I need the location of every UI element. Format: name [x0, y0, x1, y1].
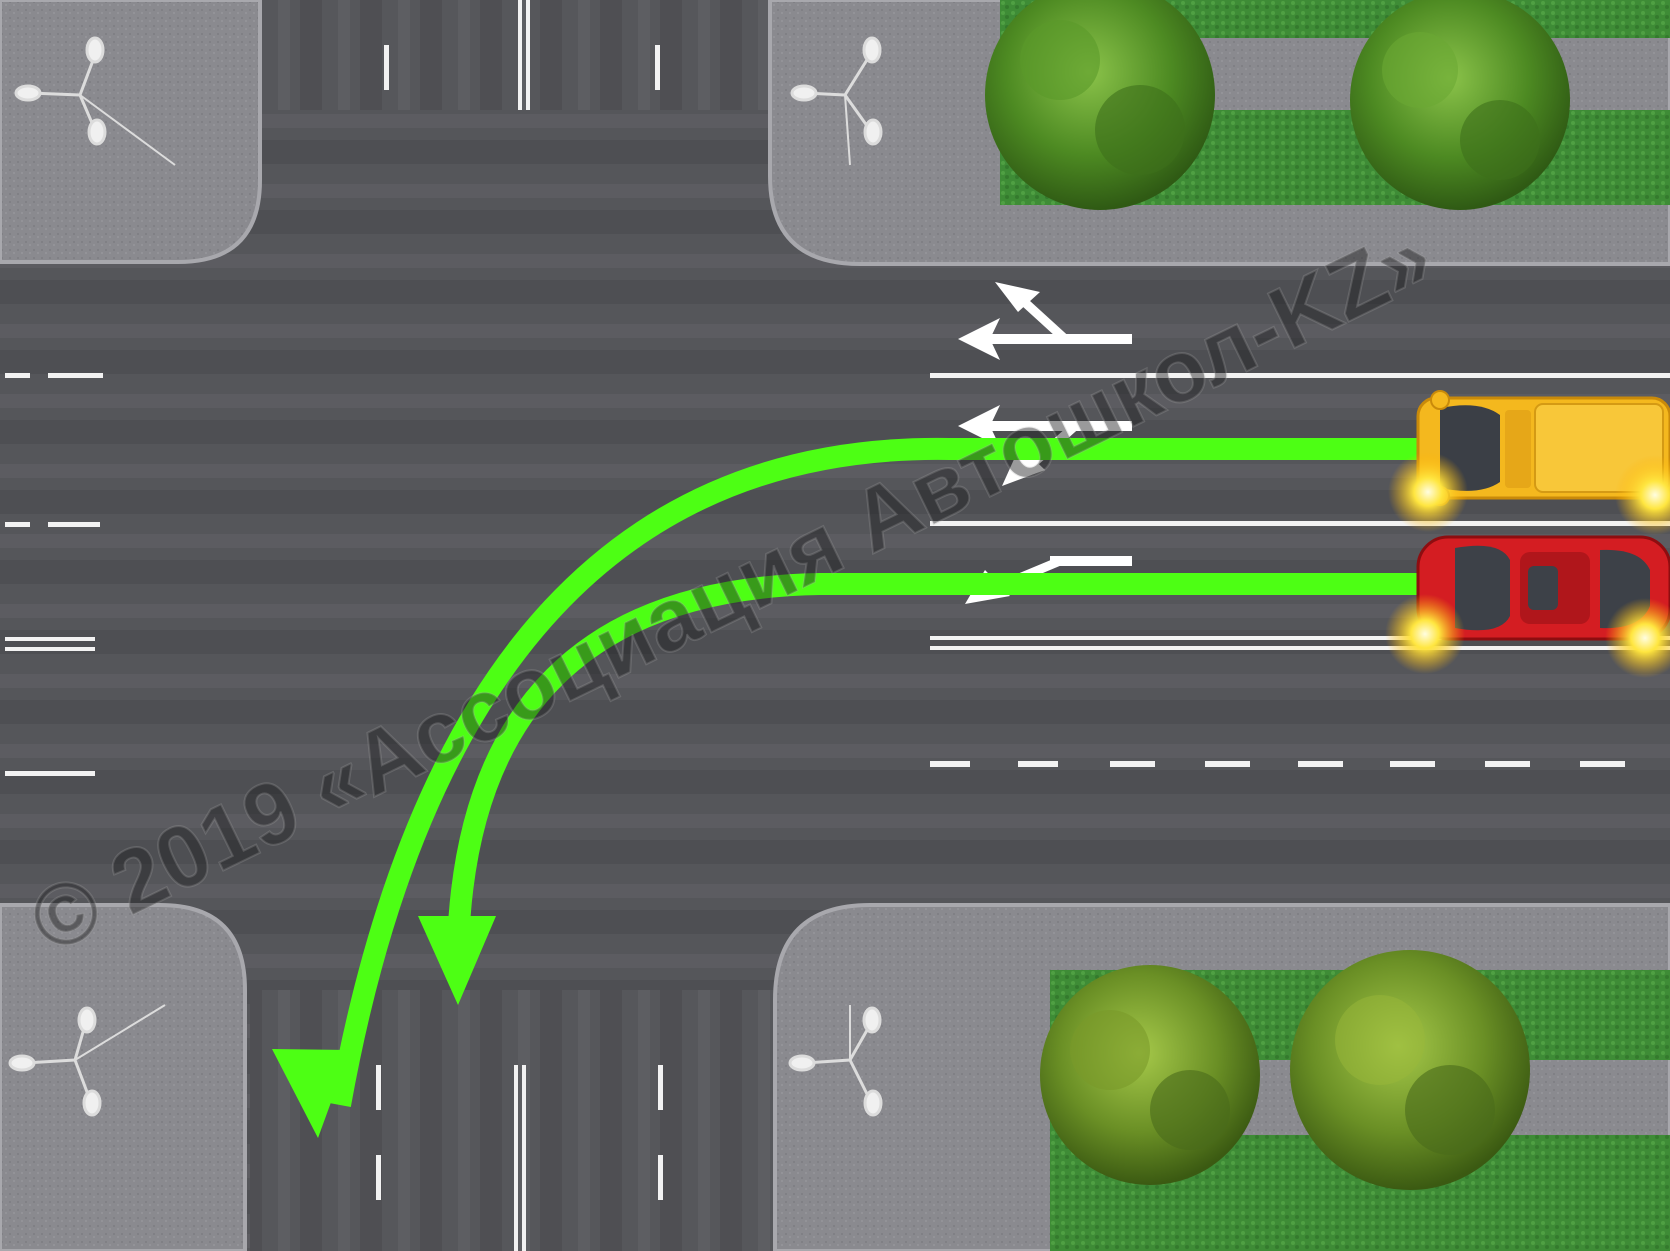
street-lamp-bottom-right: [788, 1005, 883, 1117]
lane-markings-vertical: [376, 0, 663, 1251]
lane-markings-left: [5, 373, 103, 776]
hazard-lights: [1385, 452, 1670, 678]
green-path-red-car: [418, 573, 1420, 1005]
vertical-road-bottom: [250, 990, 775, 1251]
street-lamp-top-right: [790, 36, 883, 166]
vertical-road-top: [255, 0, 775, 110]
lane-arrow-straight-right: [958, 282, 1132, 360]
red-car: [1416, 535, 1670, 641]
sidewalk-bottom-left: [0, 903, 247, 1251]
green-path-yellow-van: [272, 437, 1420, 1138]
tree-top-1: [985, 0, 1215, 210]
street-lamp-bottom-left: [8, 1004, 166, 1117]
tree-top-2: [1350, 0, 1570, 210]
street-lamp-top-left: [14, 36, 176, 166]
lane-markings-right: [930, 373, 1670, 767]
tree-bottom-1: [1040, 965, 1260, 1185]
tree-bottom-2: [1290, 950, 1530, 1190]
